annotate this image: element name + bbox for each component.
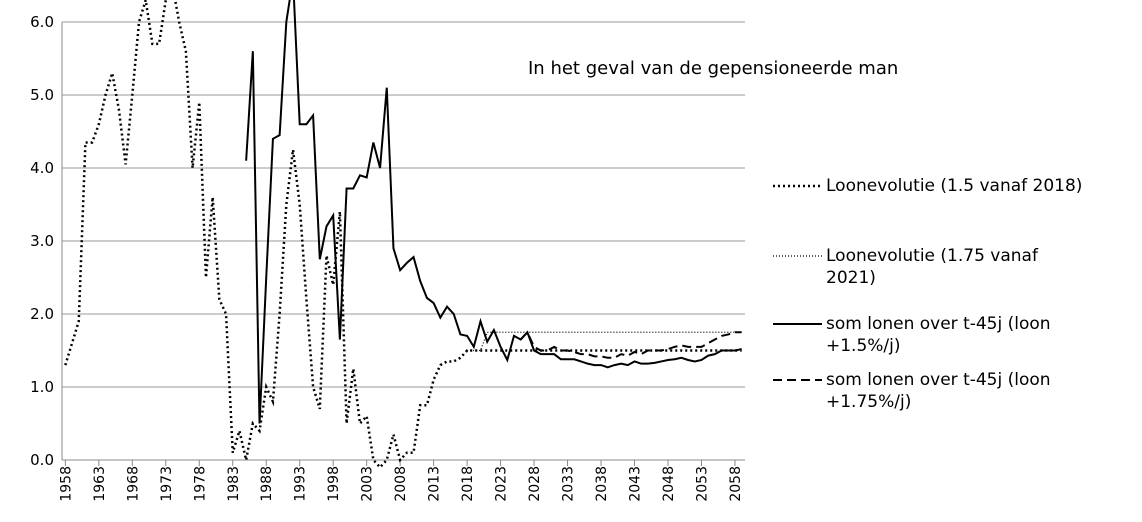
- x-tick-label: 2038: [594, 466, 610, 502]
- x-tick-label: 2023: [494, 466, 510, 502]
- y-tick-label: 2.0: [30, 305, 54, 323]
- x-tick-label: 2003: [360, 466, 376, 502]
- x-tick-label: 1968: [125, 466, 141, 502]
- x-tick-label: 2028: [527, 466, 543, 502]
- x-tick-label: 2018: [460, 466, 476, 502]
- legend-label: som lonen over t-45j (loon +1.5%/j): [826, 314, 1051, 356]
- series-line: [467, 331, 742, 352]
- y-tick-label: 1.0: [30, 378, 54, 396]
- x-tick-label: 2008: [393, 466, 409, 502]
- y-tick-label: 0.0: [30, 451, 54, 469]
- series-line: [519, 330, 742, 359]
- legend-label: Loonevolutie (1.75 vanaf 2021): [826, 246, 1038, 288]
- x-tick-label: 1983: [226, 466, 242, 502]
- x-tick-label: 2013: [427, 466, 443, 502]
- series-line: [245, 0, 742, 424]
- y-tick-label: 4.0: [30, 159, 54, 177]
- y-tick-label: 6.0: [30, 13, 54, 31]
- x-tick-label: 1973: [159, 466, 175, 502]
- x-tick-label: 2033: [561, 466, 577, 502]
- plot-area: [64, 0, 742, 470]
- annotation: In het geval van de gepensioneerde man: [528, 58, 898, 79]
- x-tick-label: 2058: [728, 466, 744, 502]
- legend-label: som lonen over t-45j (loon +1.75%/j): [826, 370, 1051, 412]
- x-tick-label: 1988: [259, 466, 275, 502]
- y-tick-label: 5.0: [30, 86, 54, 104]
- y-tick-label: 3.0: [30, 232, 54, 250]
- x-tick-label: 2048: [661, 466, 677, 502]
- x-tick-label: 1978: [192, 466, 208, 502]
- x-tick-label: 1963: [92, 466, 108, 502]
- x-tick-label: 1958: [58, 466, 74, 502]
- x-tick-label: 1998: [326, 466, 342, 502]
- x-tick-label: 2043: [628, 466, 644, 502]
- x-tick-label: 2053: [694, 466, 710, 502]
- x-tick-label: 1993: [293, 466, 309, 502]
- legend-label: Loonevolutie (1.5 vanaf 2018): [826, 176, 1083, 196]
